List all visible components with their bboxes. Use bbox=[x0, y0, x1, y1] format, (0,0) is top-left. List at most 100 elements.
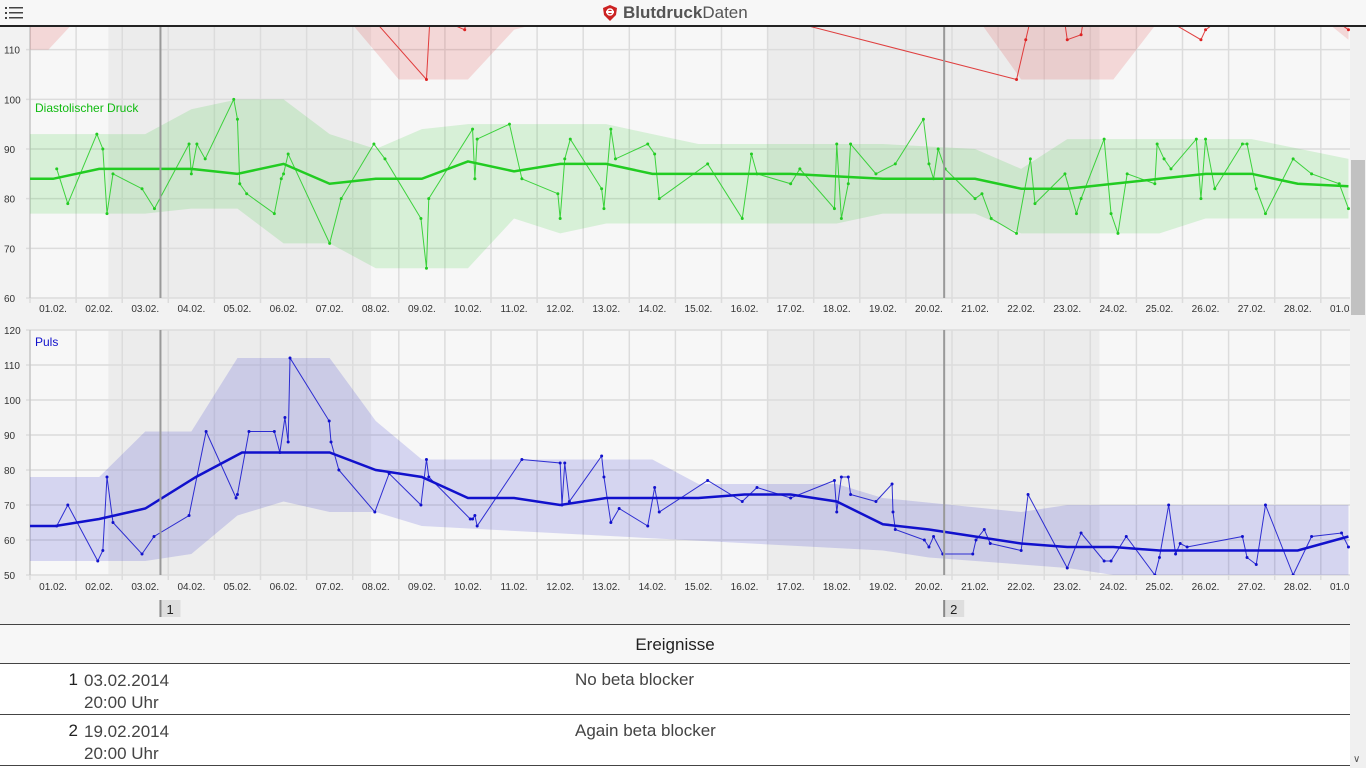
data-point bbox=[272, 430, 276, 433]
y-tick-label: 120 bbox=[4, 326, 21, 337]
x-tick-label: 23.02. bbox=[1053, 304, 1081, 315]
x-tick-label: 27.02. bbox=[1238, 582, 1266, 593]
data-point bbox=[646, 142, 650, 146]
data-point bbox=[101, 147, 105, 151]
list-icon[interactable] bbox=[5, 5, 23, 21]
event-description: Again beta blocker bbox=[575, 721, 716, 740]
data-point bbox=[1178, 542, 1182, 545]
app-brand: BlutdruckDaten bbox=[602, 3, 748, 23]
x-tick-label: 13.02. bbox=[592, 582, 620, 593]
data-point bbox=[1199, 38, 1203, 42]
x-tick-label: 11.02. bbox=[501, 304, 528, 315]
x-tick-label: 27.02. bbox=[1238, 304, 1266, 315]
data-point bbox=[988, 542, 992, 545]
events-table: Ereignisse 1 03.02.2014 20:00 Uhr No beta… bbox=[0, 624, 1350, 766]
y-tick-label: 90 bbox=[4, 431, 16, 442]
event-row[interactable]: 1 03.02.2014 20:00 Uhr No beta blocker bbox=[0, 664, 1350, 715]
y-tick-label: 60 bbox=[4, 294, 16, 305]
event-marker-label: 2 bbox=[950, 602, 957, 617]
y-tick-label: 100 bbox=[4, 95, 21, 106]
data-point bbox=[111, 172, 115, 176]
data-point bbox=[646, 524, 650, 528]
data-point bbox=[1024, 38, 1028, 42]
data-point bbox=[1194, 137, 1198, 141]
event-row[interactable]: 2 19.02.2014 20:00 Uhr Again beta blocker bbox=[0, 715, 1350, 766]
data-point bbox=[568, 137, 572, 141]
x-tick-label: 19.02. bbox=[869, 304, 897, 315]
data-point bbox=[1263, 503, 1267, 507]
blood-pressure-charts[interactable]: 60 70 80 90 100 110 120 01.02. 02.02. 03.02. 04.02… bbox=[0, 27, 1350, 624]
scroll-down-icon[interactable]: ∨ bbox=[1353, 754, 1361, 765]
x-tick-label: 06.02. bbox=[270, 582, 298, 593]
scrollbar[interactable]: ∨ bbox=[1350, 27, 1366, 768]
x-tick-label: 18.02. bbox=[823, 304, 851, 315]
data-point bbox=[1157, 556, 1161, 559]
data-point bbox=[1028, 157, 1032, 161]
x-tick-label: 19.02. bbox=[869, 582, 897, 593]
data-point bbox=[152, 207, 156, 211]
x-tick-label: 02.02. bbox=[85, 304, 113, 315]
data-point bbox=[1026, 493, 1030, 496]
data-point bbox=[560, 503, 564, 507]
data-point bbox=[755, 486, 759, 489]
series-group bbox=[30, 356, 1350, 575]
x-tick-label: 04.02. bbox=[177, 304, 205, 315]
data-point bbox=[1153, 573, 1157, 575]
data-point bbox=[1079, 531, 1083, 535]
x-tick-label: 16.02. bbox=[731, 582, 759, 593]
x-tick-label: 20.02. bbox=[915, 582, 943, 593]
x-tick-label: 28.02. bbox=[1284, 304, 1312, 315]
event-marker bbox=[160, 600, 181, 617]
x-tick-label: 14.02. bbox=[638, 304, 666, 315]
data-point bbox=[468, 517, 472, 521]
x-tick-label: 06.02. bbox=[270, 304, 298, 315]
data-point bbox=[187, 142, 191, 146]
data-point bbox=[558, 461, 562, 465]
data-point bbox=[1204, 28, 1208, 32]
data-point bbox=[203, 157, 207, 161]
data-point bbox=[96, 559, 100, 563]
data-point bbox=[245, 192, 249, 196]
data-point bbox=[706, 162, 710, 166]
x-tick-label: 24.02. bbox=[1099, 582, 1127, 593]
x-tick-label: 01.02. bbox=[39, 582, 67, 593]
data-point bbox=[1254, 563, 1258, 566]
data-point bbox=[520, 177, 524, 181]
y-tick-label: 60 bbox=[4, 536, 16, 547]
data-point bbox=[653, 152, 657, 156]
x-tick-label: 16.02. bbox=[731, 304, 759, 315]
top-bar: BlutdruckDaten bbox=[0, 0, 1366, 27]
x-tick-label: 22.02. bbox=[1007, 304, 1035, 315]
data-point bbox=[1109, 559, 1113, 563]
data-point bbox=[372, 142, 376, 146]
data-point bbox=[475, 524, 479, 528]
data-point bbox=[279, 177, 283, 181]
data-point bbox=[327, 419, 331, 423]
data-point bbox=[424, 266, 428, 270]
data-point bbox=[272, 212, 276, 216]
data-point bbox=[140, 552, 144, 556]
data-point bbox=[471, 127, 475, 131]
data-point bbox=[473, 514, 477, 517]
x-tick-label: 05.02. bbox=[224, 582, 252, 593]
scrollbar-thumb[interactable] bbox=[1351, 160, 1365, 315]
data-point bbox=[832, 479, 836, 482]
data-point bbox=[657, 510, 661, 514]
data-point bbox=[1125, 172, 1129, 176]
data-point bbox=[1240, 142, 1244, 146]
data-point bbox=[471, 517, 475, 521]
data-point bbox=[927, 162, 931, 166]
events-title: Ereignisse bbox=[0, 625, 1350, 664]
data-point bbox=[835, 510, 839, 514]
x-tick-label: 04.02. bbox=[177, 582, 205, 593]
data-point bbox=[893, 162, 897, 166]
pulse-chart: 50 60 70 80 90 100 110 120 01.02. 02.02. 03.02. 04.… bbox=[4, 326, 1350, 593]
data-point bbox=[55, 167, 59, 171]
data-point bbox=[653, 486, 657, 489]
event-time: 20:00 Uhr bbox=[84, 744, 159, 763]
data-point bbox=[105, 475, 109, 479]
data-point bbox=[617, 507, 621, 510]
data-point bbox=[657, 197, 661, 201]
series-title: Puls bbox=[35, 335, 58, 349]
data-point bbox=[235, 117, 239, 121]
